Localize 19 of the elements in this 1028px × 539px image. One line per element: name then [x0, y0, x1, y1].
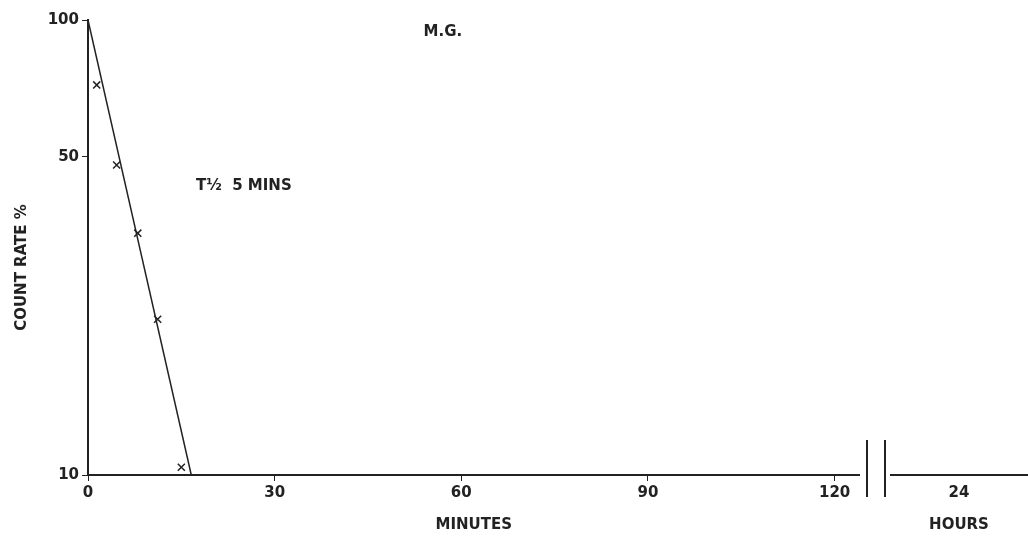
- point: [177, 462, 186, 472]
- point: [112, 160, 121, 170]
- x-tick-label: 120: [818, 482, 851, 501]
- x-tick-label: 24: [948, 482, 970, 501]
- annotation: T½ 5 MINS: [196, 175, 292, 194]
- x-axis-title: MINUTES: [435, 514, 513, 533]
- y-tick-label: 50: [58, 146, 79, 165]
- x-tick-label: 30: [264, 482, 286, 501]
- x-tick-label: 0: [82, 482, 94, 501]
- y-tick-label: 100: [47, 9, 79, 28]
- y-tick-label: 10: [58, 464, 79, 483]
- point: [153, 314, 162, 324]
- point: [92, 80, 101, 90]
- x-axis-title: HOURS: [929, 514, 989, 533]
- chart-title: M.G.: [423, 21, 463, 40]
- point: [133, 228, 143, 238]
- y-axis-title: COUNT RATE %: [11, 204, 30, 331]
- x-tick-label: 90: [637, 482, 659, 501]
- x-tick-label: 60: [450, 482, 472, 501]
